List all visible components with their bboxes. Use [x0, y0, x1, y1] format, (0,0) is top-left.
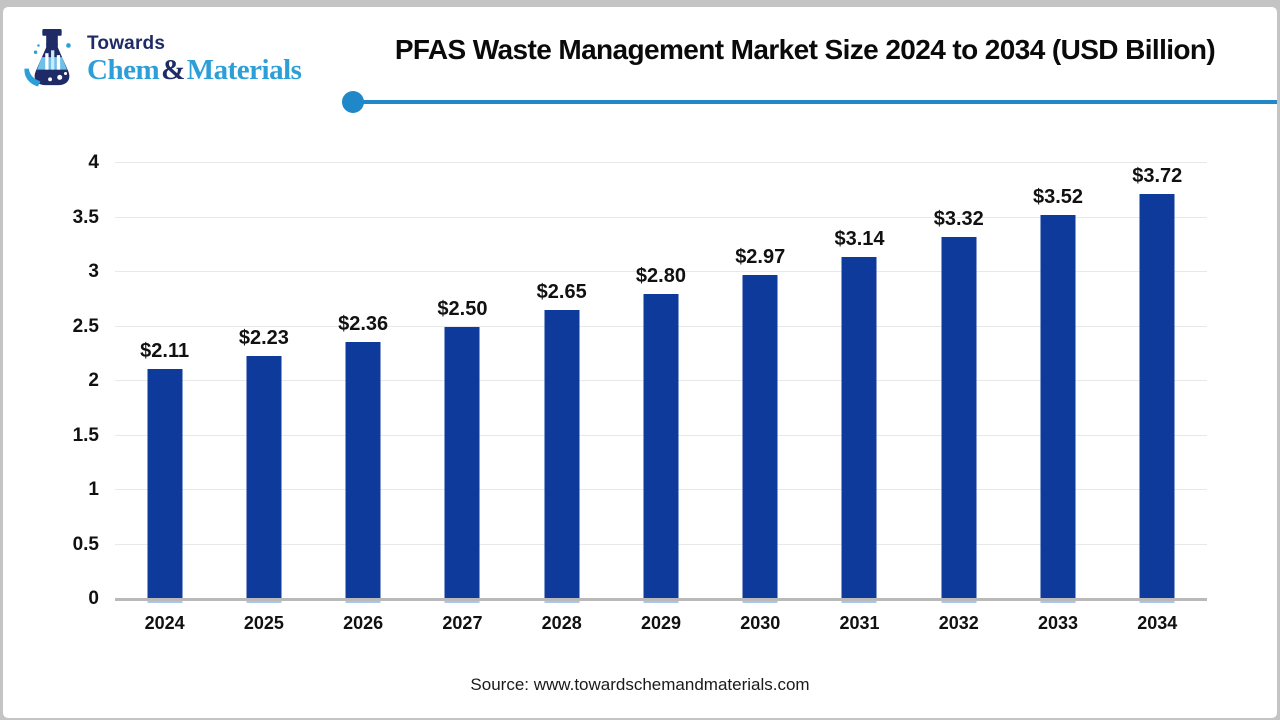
y-tick-label: 1 [88, 479, 99, 500]
flask-icon [24, 29, 71, 87]
bar-slot: $2.36 [314, 163, 413, 603]
brand-logo-text: Towards Chem&Materials [87, 33, 302, 86]
bar-slot: $3.72 [1108, 163, 1207, 603]
x-axis-line [115, 598, 1207, 601]
bar-2030 [742, 275, 778, 599]
brand-ampersand: & [161, 54, 185, 86]
title-underline-dot [342, 91, 364, 113]
x-tick-label: 2030 [740, 613, 781, 633]
bar-2029 [643, 293, 679, 599]
bar-2026 [345, 341, 381, 599]
bar-2024 [147, 369, 183, 599]
x-tick-label: 2033 [1038, 613, 1079, 633]
bar-base-tick [643, 599, 679, 603]
bar-base-tick [544, 599, 580, 603]
bar-value-label: $2.23 [238, 326, 289, 349]
bar-2031 [841, 256, 877, 599]
y-tick-label: 2 [88, 370, 99, 391]
bar-value-label: $2.65 [536, 281, 587, 304]
bar-base-tick [1139, 599, 1175, 603]
y-tick-label: 3.5 [72, 206, 99, 228]
y-tick-label: 0.5 [72, 533, 99, 555]
bar-slot: $2.11 [115, 163, 214, 603]
bar-value-label: $2.36 [338, 312, 389, 335]
bar-base-tick [246, 599, 282, 603]
bar-2027 [444, 326, 480, 599]
x-tick-label: 2034 [1137, 613, 1178, 633]
bar-value-label: $2.11 [140, 340, 190, 363]
bar-slot: $3.52 [1008, 163, 1107, 603]
bar-2034 [1139, 193, 1175, 599]
title-underline-rule [353, 100, 1277, 104]
x-tick-label: 2032 [938, 613, 979, 633]
bar-2032 [941, 237, 977, 599]
y-tick-label: 0 [88, 588, 99, 609]
y-tick-label: 2.5 [72, 315, 99, 337]
x-tick-label: 2027 [442, 613, 483, 633]
bar-base-tick [742, 599, 778, 603]
bar-slot: $2.80 [611, 163, 710, 603]
y-tick-label: 4 [88, 152, 99, 173]
x-axis-labels: 2024 2025 2026 2027 2028 2029 2030 2031 2032 2033… [115, 613, 1207, 634]
bar-value-label: $3.72 [1132, 164, 1183, 187]
bar-2028 [544, 310, 580, 599]
brand-name-main: Chem&Materials [87, 54, 302, 86]
bar-value-label: $2.80 [635, 264, 686, 287]
bar-base-tick [147, 599, 183, 603]
bar-value-label: $3.52 [1032, 186, 1084, 209]
x-tick-label: 2031 [839, 613, 880, 633]
x-tick-label: 2024 [144, 613, 185, 633]
bar-value-label: $2.50 [437, 297, 488, 320]
brand-materials: Materials [186, 54, 302, 86]
y-tick-label: 1.5 [72, 424, 99, 446]
brand-name-top: Towards [87, 33, 166, 54]
brand-chem: Chem [87, 54, 160, 86]
gridline [115, 271, 1207, 272]
gridline [115, 216, 1207, 218]
bar-slot: $2.50 [413, 163, 512, 603]
x-tick-label: 2029 [640, 613, 681, 633]
y-tick-label: 3 [88, 261, 99, 282]
bar-value-label: $2.97 [735, 246, 786, 269]
bar-chart: 0 0.5 1 1.5 2 2.5 3 3.5 4 $2.11 $2.23 $2.36 $2.50 $2… [73, 152, 1207, 633]
brand-logo: Towards Chem&Materials [23, 29, 302, 89]
slide-background: Towards Chem&Materials PFAS Waste Manage… [3, 7, 1277, 718]
bar-base-tick [345, 599, 381, 603]
bar-base-tick [841, 599, 877, 603]
x-tick-label: 2026 [343, 613, 384, 633]
bar-base-tick [444, 599, 480, 603]
bar-value-label: $3.14 [834, 227, 885, 250]
x-tick-label: 2028 [541, 613, 582, 633]
bar-slot: $2.65 [512, 163, 611, 603]
bar-slot: $2.97 [711, 163, 810, 603]
bar-2025 [246, 355, 282, 599]
bars-row: $2.11 $2.23 $2.36 $2.50 $2.65 $2.80 $2.97 $3.14… [115, 163, 1207, 603]
y-axis-labels: 0 0.5 1 1.5 2 2.5 3 3.5 4 [45, 152, 115, 609]
x-tick-label: 2025 [243, 613, 284, 633]
bar-2033 [1040, 215, 1076, 599]
bar-slot: $3.32 [909, 163, 1008, 603]
source-text: Source: www.towardschemandmaterials.com [470, 675, 810, 694]
bar-base-tick [941, 599, 977, 603]
gridline [115, 162, 1207, 163]
bar-base-tick [1040, 599, 1076, 603]
page-title: PFAS Waste Management Market Size 2024 t… [394, 34, 1216, 65]
bar-value-label: $3.32 [933, 208, 984, 231]
bar-slot: $2.23 [214, 163, 313, 603]
bar-slot: $3.14 [810, 163, 909, 603]
